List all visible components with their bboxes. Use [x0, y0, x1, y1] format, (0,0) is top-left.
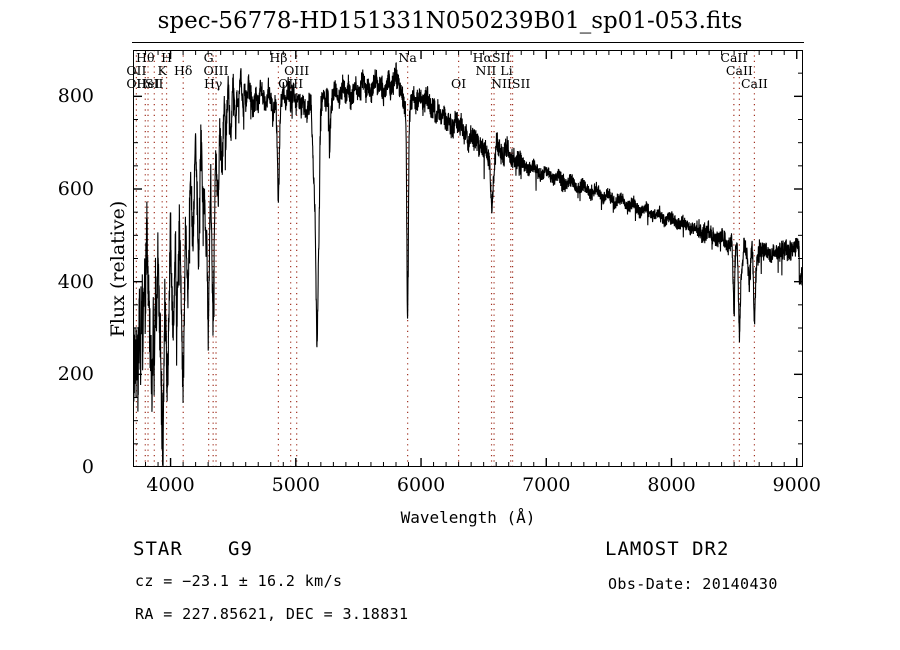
line-label-Hθ: Hθ: [136, 50, 155, 65]
line-label-Hγ: Hγ: [203, 76, 223, 91]
line-label-NIISII: NIISII: [491, 76, 531, 91]
line-label-G: G: [203, 50, 214, 65]
line-label-CaII: CaII: [720, 50, 748, 65]
redshift-velocity: cz = −23.1 ± 16.2 km/s: [135, 572, 343, 590]
line-label-OI: OI: [451, 76, 467, 91]
title-underline: [132, 42, 804, 43]
coordinates: RA = 227.85621, DEC = 3.18831: [135, 605, 409, 623]
spectral-class: G9: [228, 538, 253, 560]
line-label-OII: OII: [126, 76, 147, 91]
x-tick-9000: 9000: [772, 474, 821, 496]
line-label-OIII: OIII: [203, 63, 229, 78]
y-tick-800: 800: [57, 85, 94, 108]
x-tick-6000: 6000: [396, 474, 446, 496]
spectrum-trace: [133, 62, 803, 467]
line-label-HeI: HeI: [136, 76, 160, 91]
line-label-HαSII: HαSII: [472, 50, 511, 65]
page-title: spec-56778-HD151331N050239B01_sp01-053.f…: [157, 8, 743, 34]
line-label-Na: Na: [398, 50, 417, 65]
plot-area: OII OII HeI Hθ K SII H Hδ G OIII Hγ Hβ OIII OIII Na OI H…: [126, 50, 803, 467]
x-tick-4000: 4000: [146, 474, 195, 496]
y-tick-200: 200: [57, 363, 94, 386]
x-tick-7000: 7000: [522, 474, 571, 496]
spectrum-canvas: [133, 50, 803, 467]
object-type: STAR: [133, 538, 183, 560]
line-label-OII: OII: [126, 63, 147, 78]
x-axis-label: Wavelength (Å): [400, 508, 536, 527]
line-label-CaII: CaII: [725, 63, 753, 78]
line-label-CaII: CaII: [740, 76, 768, 91]
y-tick-400: 400: [57, 270, 94, 293]
line-label-H: H: [161, 50, 173, 65]
line-label-Hβ: Hβ: [269, 50, 288, 65]
line-label-OIII: OIII: [278, 76, 304, 91]
survey-name: LAMOST DR2: [605, 538, 730, 560]
line-label-SII: SII: [145, 76, 164, 91]
y-axis-label: Flux (relative): [107, 200, 129, 338]
x-tick-8000: 8000: [647, 474, 696, 496]
y-tick-0: 0: [81, 456, 94, 478]
line-label-NII-Li: NII Li: [475, 63, 513, 78]
x-tick-5000: 5000: [271, 474, 320, 496]
observation-date: Obs-Date: 20140430: [608, 575, 778, 593]
line-label-K: K: [157, 63, 167, 78]
line-label-Hδ: Hδ: [173, 63, 193, 78]
y-tick-600: 600: [57, 178, 94, 200]
line-label-OIII: OIII: [284, 63, 310, 78]
